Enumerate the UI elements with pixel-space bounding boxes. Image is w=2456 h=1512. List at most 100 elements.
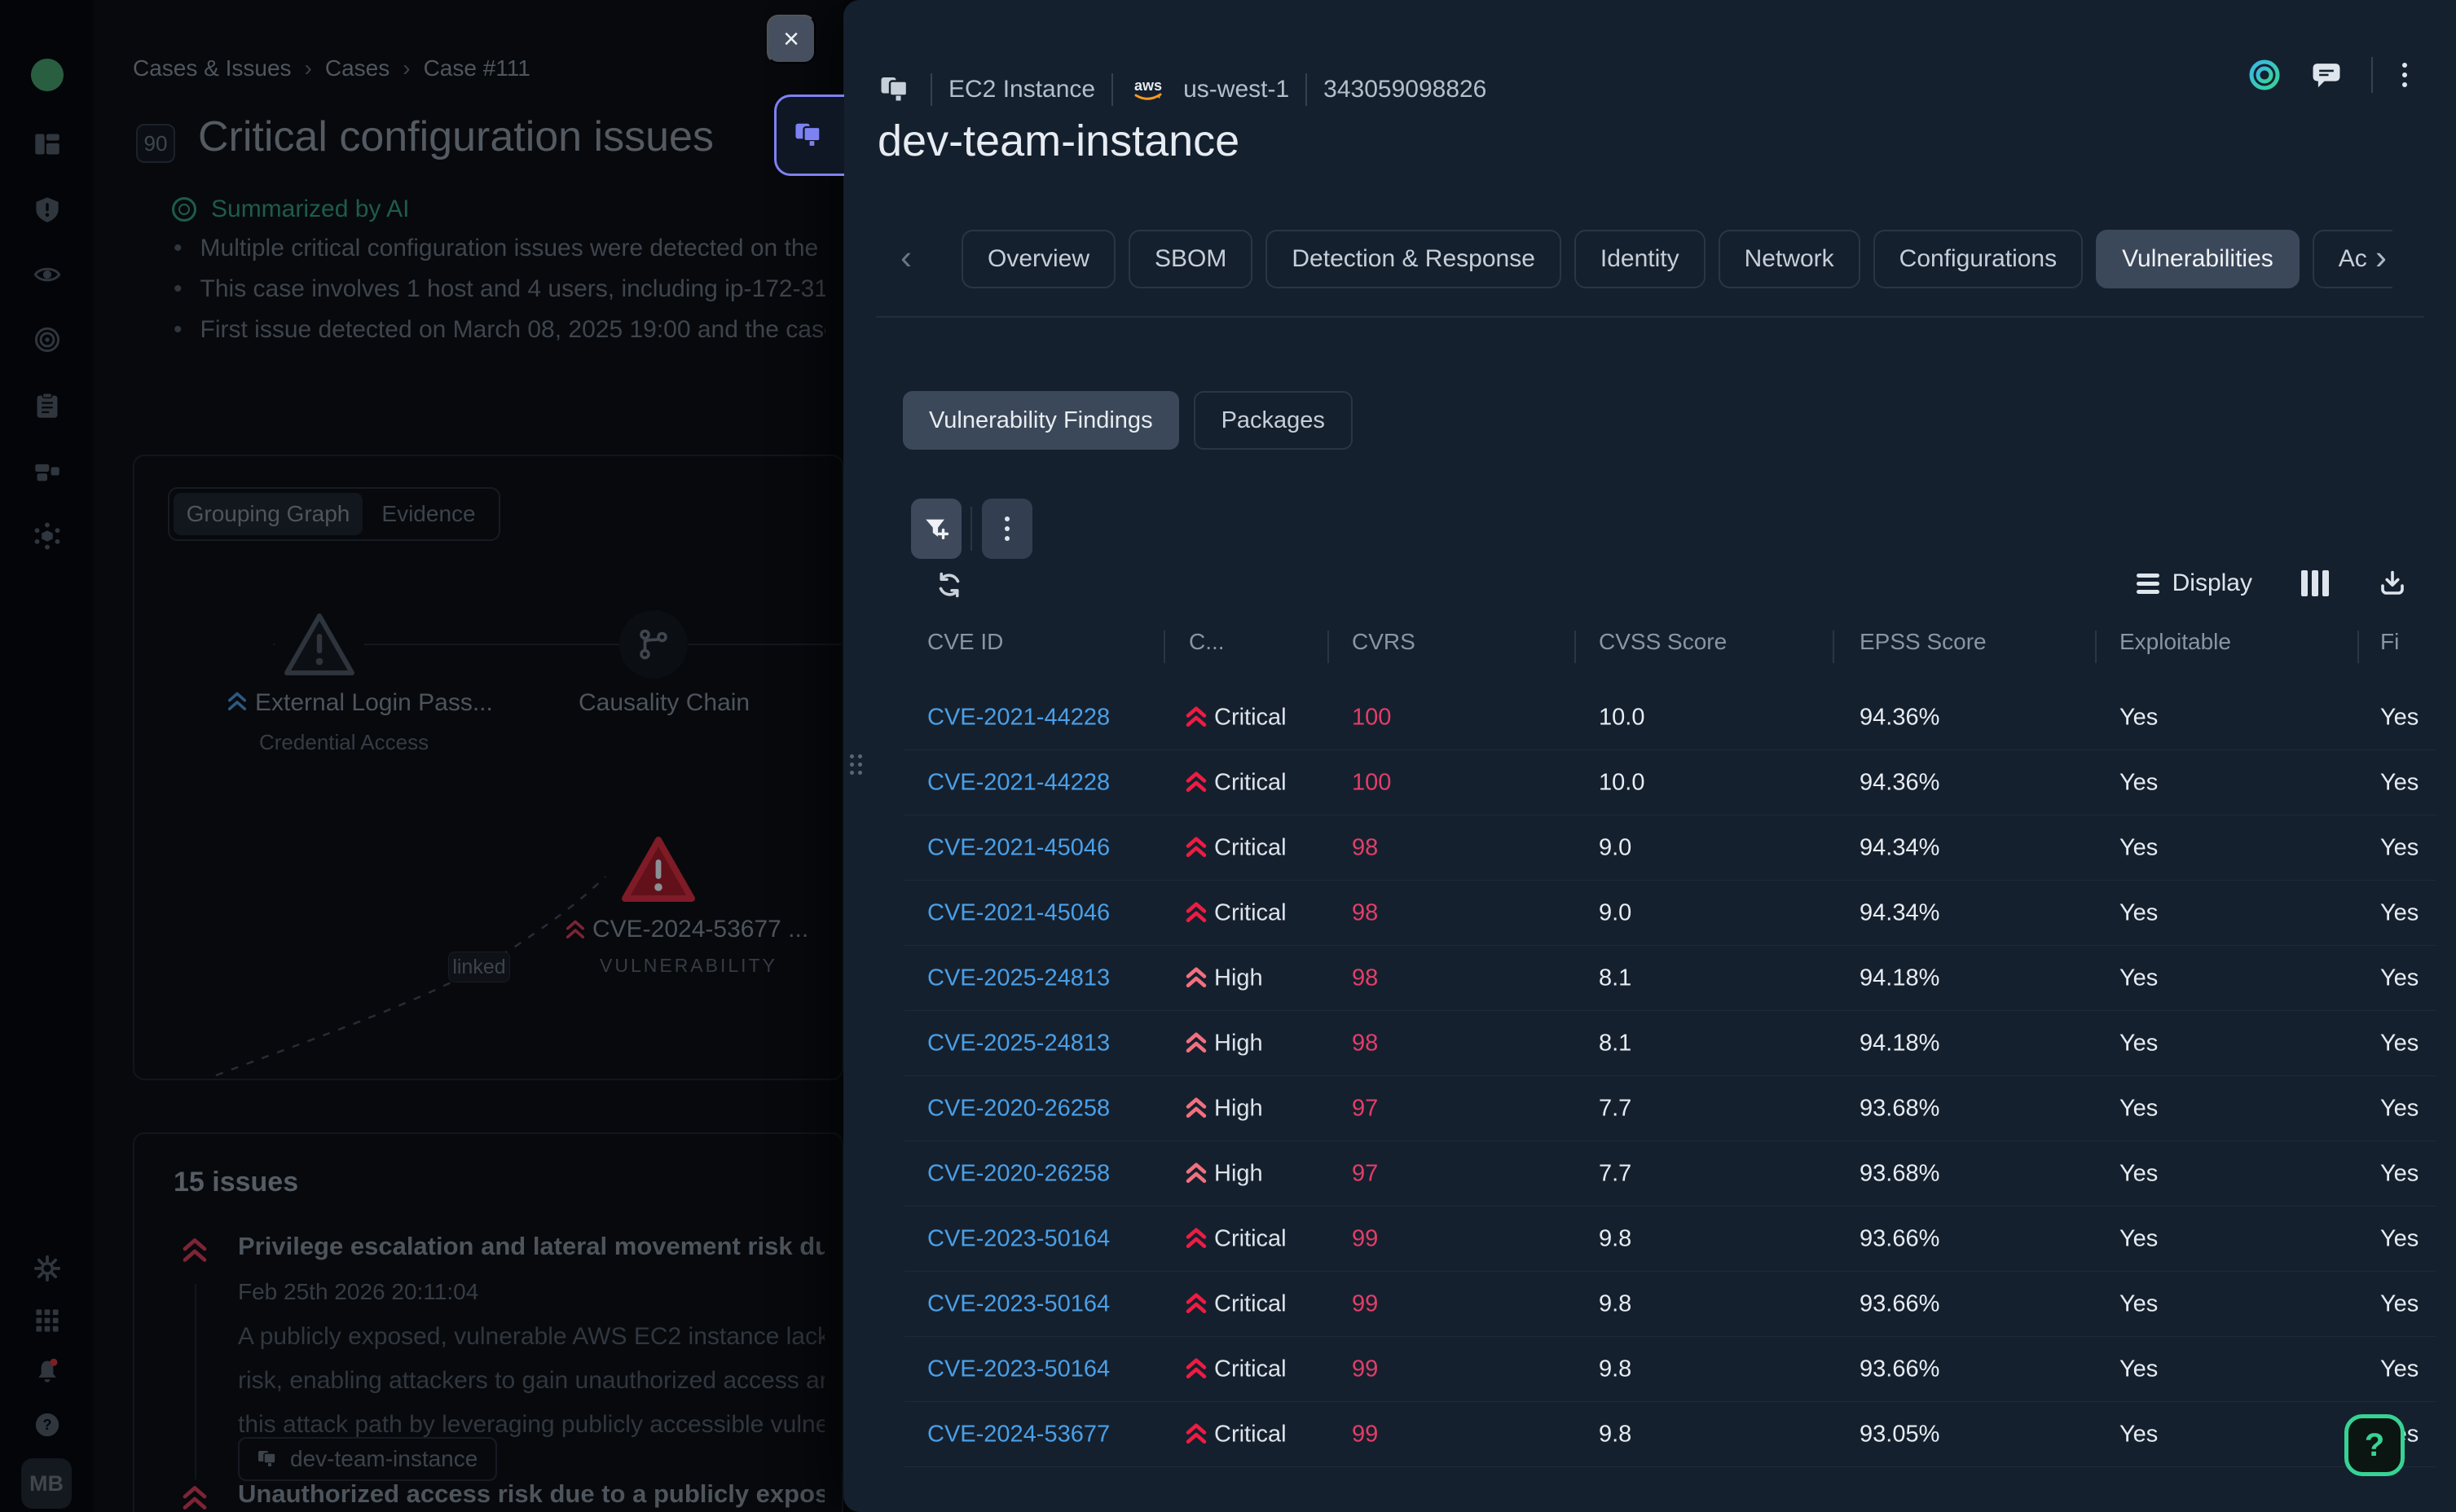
breadcrumb-cases[interactable]: Cases (324, 55, 390, 81)
cve-link[interactable]: CVE-2020-26258 (927, 1160, 1111, 1186)
table-row[interactable]: CVE-2024-53677 Critical 99 9.8 93.05% Ye… (904, 1402, 2436, 1467)
table-row[interactable]: CVE-2021-45046 Critical 98 9.0 94.34% Ye… (904, 881, 2436, 946)
graph-node-label[interactable]: CVE-2024-53677 ... (592, 916, 809, 943)
graph-node-label[interactable]: External Login Pass... (255, 689, 493, 716)
subtab-packages[interactable]: Packages (1193, 391, 1353, 450)
tab-detection-response[interactable]: Detection & Response (1265, 230, 1561, 288)
graph-connector-line (273, 644, 842, 645)
tabs-scroll-right-icon[interactable]: › (2375, 238, 2387, 276)
tabs-scroll-left-icon[interactable]: ‹ (900, 238, 912, 276)
graph-node-warning[interactable] (275, 604, 364, 684)
severity-icon (1184, 1227, 1208, 1251)
cve-link[interactable]: CVE-2021-45046 (927, 834, 1111, 860)
drag-handle[interactable] (850, 754, 862, 775)
exploitable-value: Yes (2119, 1356, 2159, 1382)
display-menu-button[interactable]: Display (2136, 569, 2252, 597)
tab-overview[interactable]: Overview (962, 230, 1116, 288)
cve-link[interactable]: CVE-2023-50164 (927, 1356, 1111, 1382)
more-options-icon[interactable] (2402, 63, 2407, 87)
table-row[interactable]: CVE-2020-26258 High 97 7.7 93.68% Yes Ye… (904, 1141, 2436, 1207)
settings-gear-icon[interactable] (33, 1255, 61, 1282)
svg-text:?: ? (42, 1417, 51, 1433)
col-cve-id[interactable]: CVE ID (927, 629, 1004, 654)
target-icon[interactable] (33, 326, 61, 354)
cve-link[interactable]: CVE-2025-24813 (927, 1030, 1111, 1056)
shield-alert-icon[interactable] (33, 196, 61, 223)
col-exploitable[interactable]: Exploitable (2119, 629, 2231, 654)
issue-title[interactable]: Privilege escalation and lateral movemen… (238, 1232, 825, 1260)
severity-icon (1184, 1292, 1208, 1316)
pinned-asset-tab[interactable] (774, 94, 844, 176)
table-row[interactable]: CVE-2023-50164 Critical 99 9.8 93.66% Ye… (904, 1272, 2436, 1337)
asset-tag-chip[interactable]: dev-team-instance (238, 1437, 498, 1481)
tab-evidence[interactable]: Evidence (381, 501, 476, 526)
eye-icon[interactable] (33, 261, 61, 288)
help-circle-icon[interactable]: ? (33, 1411, 61, 1439)
col-severity[interactable]: C... (1189, 629, 1225, 654)
asset-eyebrow: EC2 Instance aws us-west-1 343059098826 (880, 64, 1486, 116)
refresh-icon[interactable] (935, 570, 964, 600)
tab-identity[interactable]: Identity (1574, 230, 1706, 288)
chat-icon[interactable] (2311, 60, 2342, 90)
cve-link[interactable]: CVE-2025-24813 (927, 965, 1111, 991)
tab-configurations[interactable]: Configurations (1873, 230, 2084, 288)
cve-link[interactable]: CVE-2024-53677 (927, 1421, 1111, 1447)
download-icon[interactable] (2378, 569, 2407, 598)
attack-graph-icon[interactable] (33, 522, 61, 550)
clipboard-icon[interactable] (33, 392, 61, 420)
issue-title[interactable]: Unauthorized access risk due to a public… (238, 1479, 825, 1508)
table-more-options-button[interactable] (982, 499, 1032, 559)
table-row[interactable]: CVE-2020-26258 High 97 7.7 93.68% Yes Ye… (904, 1076, 2436, 1141)
table-row[interactable]: CVE-2021-44228 Critical 100 10.0 94.36% … (904, 685, 2436, 750)
cve-link[interactable]: CVE-2023-50164 (927, 1290, 1111, 1316)
graph-node-vulnerability[interactable] (614, 829, 703, 909)
tab-sbom[interactable]: SBOM (1129, 230, 1253, 288)
close-drawer-button[interactable]: × (767, 15, 816, 64)
graph-node-label[interactable]: Causality Chain (579, 689, 750, 716)
subtab-vulnerability-findings[interactable]: Vulnerability Findings (903, 391, 1179, 450)
tab-access-cut[interactable]: Ac (2312, 230, 2392, 288)
ai-sparkle-icon (172, 197, 196, 222)
columns-icon[interactable] (2301, 570, 2329, 596)
tab-grouping-graph[interactable]: Grouping Graph (174, 493, 363, 535)
cvss-value: 9.0 (1599, 834, 1632, 860)
epss-value: 93.68% (1860, 1095, 1940, 1121)
table-row[interactable]: CVE-2021-44228 Critical 100 10.0 94.36% … (904, 750, 2436, 815)
severity-critical-icon (564, 919, 587, 942)
ai-assistant-icon[interactable] (2247, 58, 2282, 92)
add-filter-button[interactable] (911, 499, 962, 559)
severity-icon (1184, 705, 1208, 730)
exploitable-value: Yes (2119, 1095, 2159, 1121)
apps-grid-icon[interactable] (33, 1307, 61, 1334)
tab-vulnerabilities[interactable]: Vulnerabilities (2096, 230, 2300, 288)
col-epss-score[interactable]: EPSS Score (1860, 629, 1987, 654)
tab-network[interactable]: Network (1718, 230, 1860, 288)
cve-link[interactable]: CVE-2023-50164 (927, 1225, 1111, 1251)
breadcrumb-cases-issues[interactable]: Cases & Issues (133, 55, 292, 81)
table-row[interactable]: CVE-2023-50164 Critical 99 9.8 93.66% Ye… (904, 1207, 2436, 1272)
graph-node-causality[interactable] (619, 610, 688, 679)
case-score-badge: 90 (136, 124, 175, 163)
col-cvrs[interactable]: CVRS (1352, 629, 1415, 654)
help-button[interactable]: ? (2344, 1414, 2405, 1476)
dashboard-icon[interactable] (33, 130, 61, 158)
table-row[interactable]: CVE-2021-45046 Critical 98 9.0 94.34% Ye… (904, 815, 2436, 881)
svg-text:aws: aws (1134, 77, 1162, 94)
col-fix[interactable]: Fi (2380, 629, 2400, 654)
cve-link[interactable]: CVE-2020-26258 (927, 1095, 1111, 1121)
cve-link[interactable]: CVE-2021-44228 (927, 769, 1111, 795)
table-row[interactable]: CVE-2025-24813 High 98 8.1 94.18% Yes Ye… (904, 1011, 2436, 1076)
col-cvss-score[interactable]: CVSS Score (1599, 629, 1728, 654)
fix-available-value: Yes (2380, 899, 2419, 925)
table-row[interactable]: CVE-2023-50164 Critical 99 9.8 93.66% Ye… (904, 1337, 2436, 1402)
notifications-bell-icon[interactable] (33, 1357, 61, 1385)
ai-summary-bullet: Multiple critical configuration issues w… (174, 235, 825, 262)
cve-link[interactable]: CVE-2021-45046 (927, 899, 1111, 925)
table-row[interactable]: CVE-2025-24813 High 98 8.1 94.18% Yes Ye… (904, 946, 2436, 1011)
cvrs-value: 98 (1352, 1030, 1379, 1056)
user-avatar[interactable]: MB (21, 1458, 72, 1509)
cve-link[interactable]: CVE-2021-44228 (927, 704, 1111, 730)
orca-logo-icon[interactable] (29, 57, 65, 93)
exploitable-value: Yes (2119, 769, 2159, 795)
inventory-blocks-icon[interactable] (33, 458, 61, 486)
